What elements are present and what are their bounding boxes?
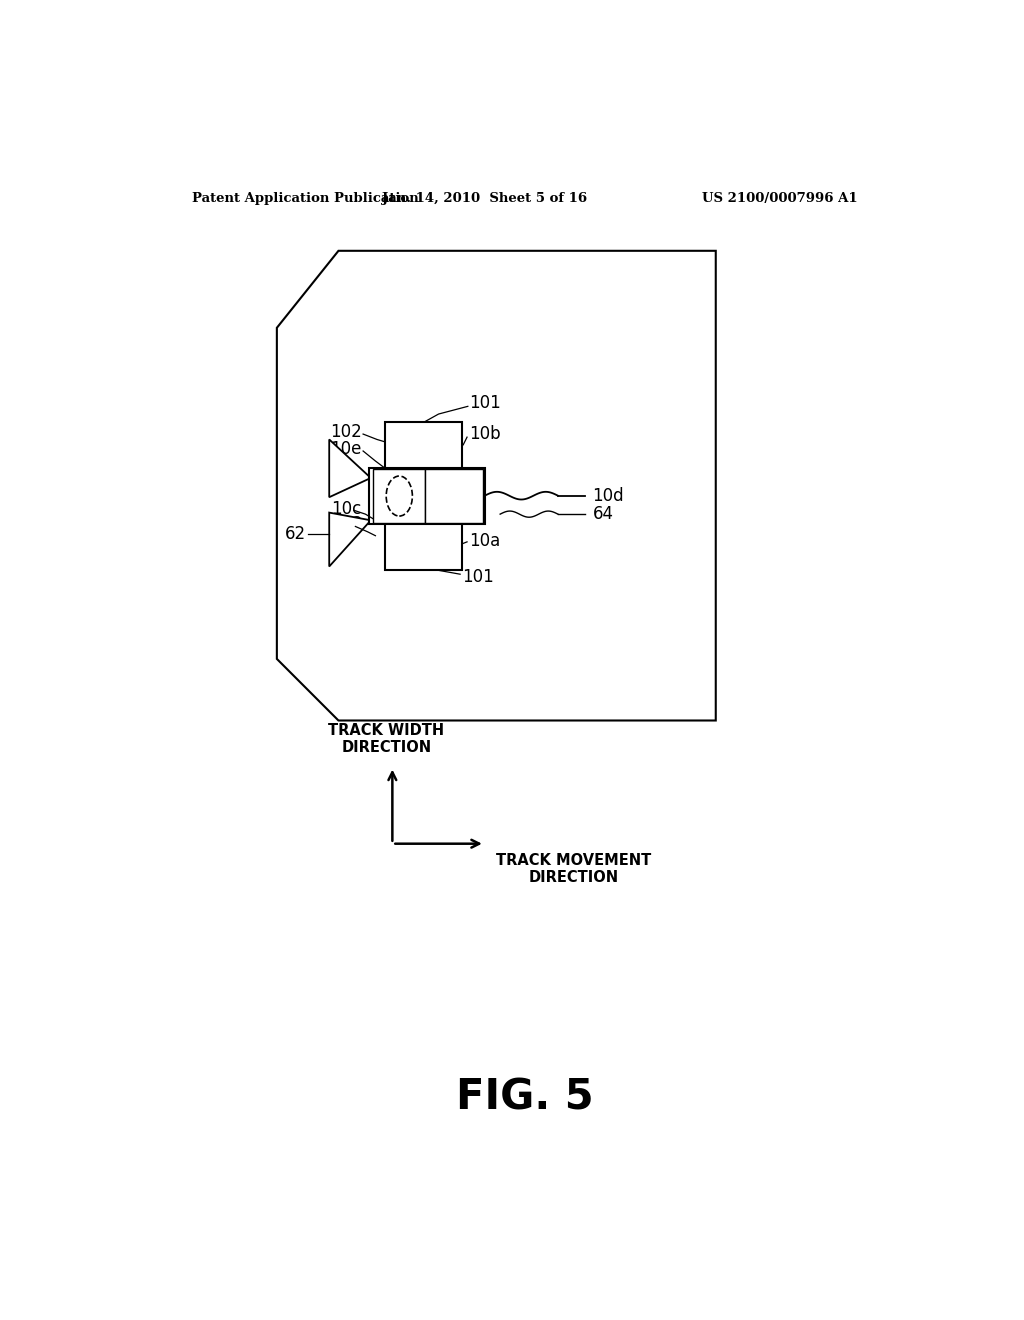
Bar [425, 470, 483, 523]
Text: 10e: 10e [330, 440, 361, 458]
Text: 10c: 10c [331, 500, 361, 517]
Polygon shape [276, 251, 716, 721]
Text: FIG. 5: FIG. 5 [456, 1077, 594, 1119]
Ellipse shape [386, 477, 413, 516]
Text: Patent Application Publication: Patent Application Publication [193, 191, 419, 205]
Text: 10a: 10a [469, 532, 501, 550]
Bar [385, 521, 462, 570]
Text: 64: 64 [593, 506, 613, 523]
Text: 102: 102 [330, 422, 361, 441]
Text: TRACK MOVEMENT
DIRECTION: TRACK MOVEMENT DIRECTION [497, 853, 651, 886]
Text: 101: 101 [469, 395, 501, 412]
Text: 102: 102 [331, 515, 362, 533]
Bar [373, 470, 425, 523]
Text: 10d: 10d [593, 487, 625, 504]
Text: 101: 101 [462, 568, 494, 586]
Bar [370, 469, 484, 524]
Text: 10b: 10b [469, 425, 501, 444]
Text: 62: 62 [285, 525, 306, 543]
Text: TRACK WIDTH
DIRECTION: TRACK WIDTH DIRECTION [328, 723, 444, 755]
Text: Jan. 14, 2010  Sheet 5 of 16: Jan. 14, 2010 Sheet 5 of 16 [382, 191, 588, 205]
Bar [385, 422, 462, 470]
Polygon shape [330, 512, 371, 566]
Polygon shape [330, 440, 371, 498]
Text: US 2100/0007996 A1: US 2100/0007996 A1 [701, 191, 857, 205]
